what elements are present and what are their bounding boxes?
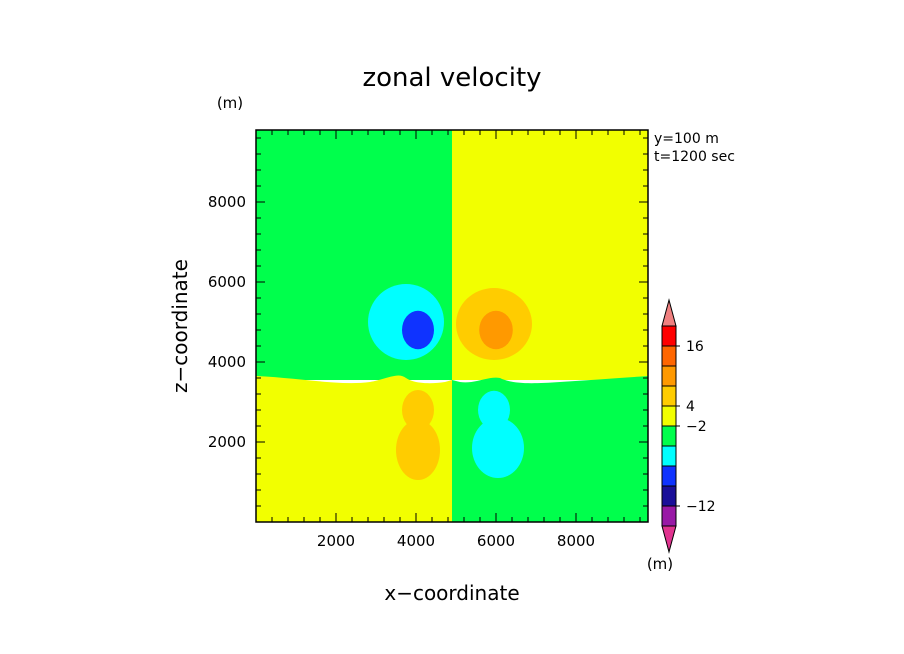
velocity-blob-7 — [472, 418, 524, 478]
y-tick-label: 2000 — [208, 433, 246, 451]
x-tick-label: 2000 — [317, 532, 355, 550]
colorbar-swatch — [661, 465, 677, 487]
colorbar-swatch — [661, 505, 677, 527]
colorbar-swatch — [661, 365, 677, 387]
annotation-t: t=1200 sec — [654, 149, 735, 165]
annotation-y: y=100 m — [654, 131, 719, 147]
x-axis-label: x−coordinate — [384, 581, 519, 605]
y-unit-label: (m) — [217, 94, 243, 112]
velocity-blob-5 — [396, 420, 440, 480]
colorbar-swatch — [661, 385, 677, 407]
velocity-blobs — [368, 284, 532, 480]
colorbar-unit-label: (m) — [647, 555, 673, 573]
x-tick-label: 8000 — [557, 532, 595, 550]
y-tick-label: 6000 — [208, 273, 246, 291]
x-tick-label: 6000 — [477, 532, 515, 550]
colorbar-swatch — [661, 425, 677, 447]
colorbar-swatch — [661, 345, 677, 367]
axis-ticks: 2000 4000 6000 8000 2000 4000 6000 8000 — [208, 130, 648, 550]
colorbar: −12 −2 4 16 — [661, 298, 716, 554]
y-axis-label: z−coordinate — [168, 259, 192, 393]
colorbar-extend-bottom — [661, 525, 677, 554]
colorbar-label: −2 — [686, 419, 707, 435]
plot-frame — [255, 129, 649, 523]
colorbar-swatch — [661, 325, 677, 347]
colorbar-label: 4 — [686, 399, 695, 415]
colorbar-swatch — [661, 445, 677, 467]
y-tick-label: 8000 — [208, 193, 246, 211]
x-tick-label: 4000 — [397, 532, 435, 550]
colorbar-swatch — [661, 485, 677, 507]
chart-title: zonal velocity — [362, 63, 541, 93]
colorbar-label: 16 — [686, 339, 704, 355]
colorbar-swatch — [661, 405, 677, 427]
velocity-blob-1 — [402, 310, 434, 350]
velocity-blob-4 — [402, 390, 434, 430]
colorbar-label: −12 — [686, 499, 716, 515]
y-tick-label: 4000 — [208, 353, 246, 371]
colorbar-extend-top — [661, 298, 677, 327]
velocity-blob-3 — [479, 310, 513, 350]
plot-area — [256, 130, 648, 522]
